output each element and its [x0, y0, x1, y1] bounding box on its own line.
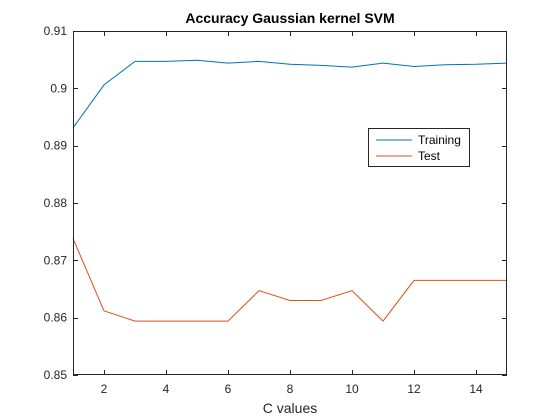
x-tick-label: 6 — [225, 382, 232, 396]
y-tick-label: 0.87 — [44, 253, 68, 267]
series-line-test — [72, 238, 507, 322]
legend-label-training: Training — [418, 133, 461, 147]
y-tick-label: 0.89 — [44, 139, 68, 153]
chart-title: Accuracy Gaussian kernel SVM — [185, 10, 394, 26]
y-tick-label: 0.91 — [44, 24, 68, 38]
x-tick-label: 4 — [163, 382, 170, 396]
plot-area — [73, 31, 507, 375]
y-axis: 0.85 0.86 0.87 0.88 0.89 0.9 0.91 — [44, 24, 507, 382]
x-axis-label: C values — [263, 400, 317, 416]
series-line-training — [72, 59, 508, 129]
x-tick-label: 8 — [287, 382, 294, 396]
y-tick-label: 0.9 — [50, 81, 67, 95]
x-tick-label: 2 — [101, 382, 108, 396]
x-tick-label: 12 — [407, 382, 421, 396]
y-tick-label: 0.85 — [44, 368, 68, 382]
y-tick-label: 0.86 — [44, 311, 68, 325]
series-lines — [72, 59, 508, 322]
y-tick-label: 0.88 — [44, 196, 68, 210]
x-tick-label: 14 — [469, 382, 483, 396]
x-tick-label: 10 — [345, 382, 359, 396]
legend-label-test: Test — [418, 149, 441, 163]
legend-box — [368, 128, 470, 167]
x-axis: 2 4 6 8 10 12 14 — [101, 31, 483, 396]
legend: Training Test — [368, 128, 470, 167]
